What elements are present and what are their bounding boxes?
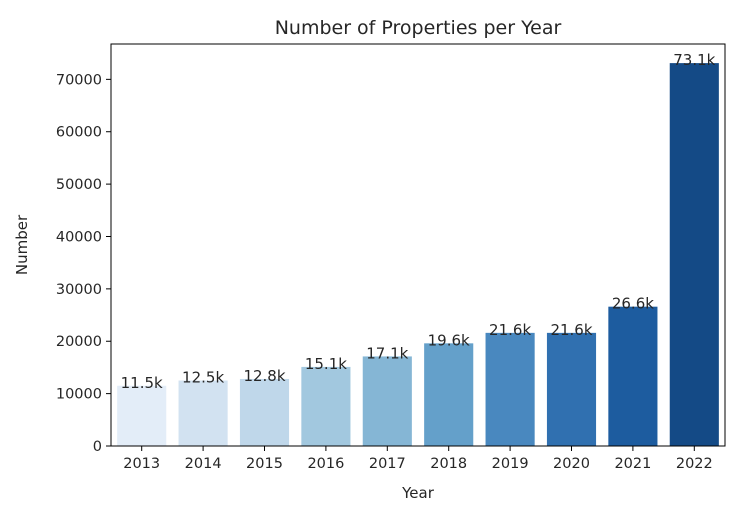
data-label-2017: 17.1k bbox=[366, 344, 408, 362]
x-axis-label: Year bbox=[401, 484, 435, 502]
bar-2019 bbox=[485, 332, 535, 446]
data-labels-group: 11.5k 12.5k 12.8k 15.1k 17.1k 19.6k 21.6k 21.6k… bbox=[121, 51, 716, 392]
y-tick-label-70000: 70000 bbox=[56, 72, 102, 88]
bar-2013 bbox=[117, 385, 167, 446]
data-label-2020: 21.6k bbox=[550, 321, 592, 339]
data-label-2016: 15.1k bbox=[305, 355, 347, 373]
chart-title: Number of Properties per Year bbox=[275, 17, 562, 39]
y-tick-label-0: 0 bbox=[93, 439, 102, 455]
y-tick-label-30000: 30000 bbox=[56, 282, 102, 298]
data-label-2013: 11.5k bbox=[121, 374, 163, 392]
plot-frame bbox=[110, 43, 726, 447]
x-axis-ticks: 2013 2014 2015 2016 2017 2018 2019 2020 2021 2022 bbox=[123, 446, 713, 472]
y-axis-ticks: 0 10000 20000 30000 40000 50000 60000 70000 bbox=[56, 72, 111, 455]
x-tick-label-2013: 2013 bbox=[123, 456, 160, 472]
x-tick-label-2022: 2022 bbox=[676, 456, 713, 472]
x-tick-label-2014: 2014 bbox=[185, 456, 222, 472]
y-tick-label-60000: 60000 bbox=[56, 125, 102, 141]
data-label-2015: 12.8k bbox=[243, 367, 285, 385]
x-tick-label-2020: 2020 bbox=[553, 456, 590, 472]
y-tick-label-40000: 40000 bbox=[56, 229, 102, 245]
data-label-2014: 12.5k bbox=[182, 369, 224, 387]
bar-2022 bbox=[669, 63, 719, 446]
x-tick-label-2016: 2016 bbox=[307, 456, 344, 472]
bar-2017 bbox=[362, 356, 412, 446]
bar-2015 bbox=[239, 378, 290, 446]
bar-2020 bbox=[546, 332, 597, 446]
bar-2018 bbox=[424, 343, 474, 446]
x-tick-label-2015: 2015 bbox=[246, 456, 283, 472]
bar-2021 bbox=[608, 306, 658, 446]
x-tick-label-2021: 2021 bbox=[614, 456, 651, 472]
y-tick-label-50000: 50000 bbox=[56, 177, 102, 193]
data-label-2021: 26.6k bbox=[612, 295, 654, 313]
x-tick-label-2019: 2019 bbox=[492, 456, 529, 472]
bar-2014 bbox=[178, 380, 228, 446]
bar-2016 bbox=[301, 366, 351, 446]
y-tick-label-10000: 10000 bbox=[56, 387, 102, 403]
data-label-2018: 19.6k bbox=[428, 331, 470, 349]
y-tick-label-20000: 20000 bbox=[56, 334, 102, 350]
y-axis-label: Number bbox=[13, 214, 31, 275]
x-tick-label-2017: 2017 bbox=[369, 456, 406, 472]
data-label-2019: 21.6k bbox=[489, 321, 531, 339]
x-tick-label-2018: 2018 bbox=[430, 456, 467, 472]
data-label-2022: 73.1k bbox=[673, 51, 715, 69]
bars-group bbox=[117, 63, 719, 446]
